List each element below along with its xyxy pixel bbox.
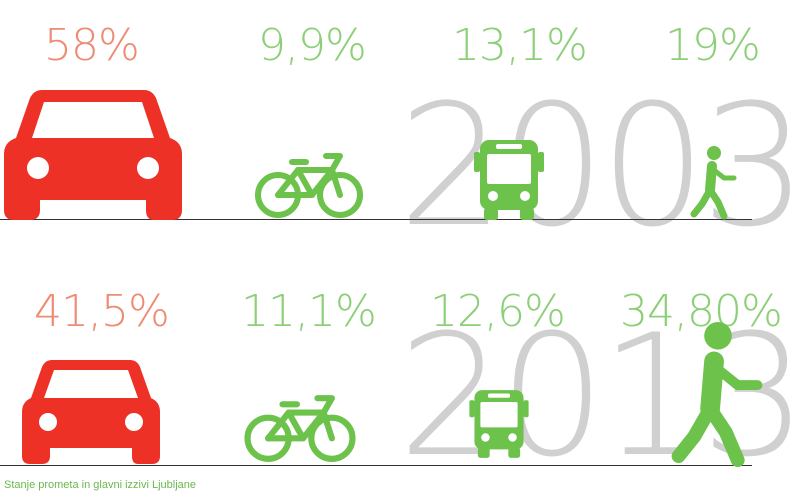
bus-share-2003: 13,1% (452, 20, 588, 71)
bicycle-icon (255, 153, 363, 218)
pedestrian-icon (671, 321, 763, 468)
bicycle-icon (244, 395, 356, 462)
car-icon (22, 360, 160, 464)
year-2003-label: 2003 (398, 68, 800, 264)
caption: Stanje prometa in glavni izzivi Ljubljan… (4, 479, 196, 491)
bus-icon (469, 390, 529, 458)
pedestrian-icon (690, 146, 737, 220)
walk-share-2013: 34,80% (620, 286, 783, 337)
bus-icon (474, 140, 544, 220)
bus-share-2013: 12,6% (430, 286, 566, 337)
car-share-2013: 41,5% (34, 286, 170, 337)
baseline-2013 (0, 465, 752, 466)
walk-share-2003: 19% (665, 20, 761, 71)
car-share-2003: 58% (44, 20, 140, 71)
bike-share-2013: 11,1% (241, 286, 377, 337)
car-icon (4, 90, 182, 220)
bike-share-2003: 9,9% (258, 20, 367, 71)
baseline-2003 (0, 219, 752, 220)
